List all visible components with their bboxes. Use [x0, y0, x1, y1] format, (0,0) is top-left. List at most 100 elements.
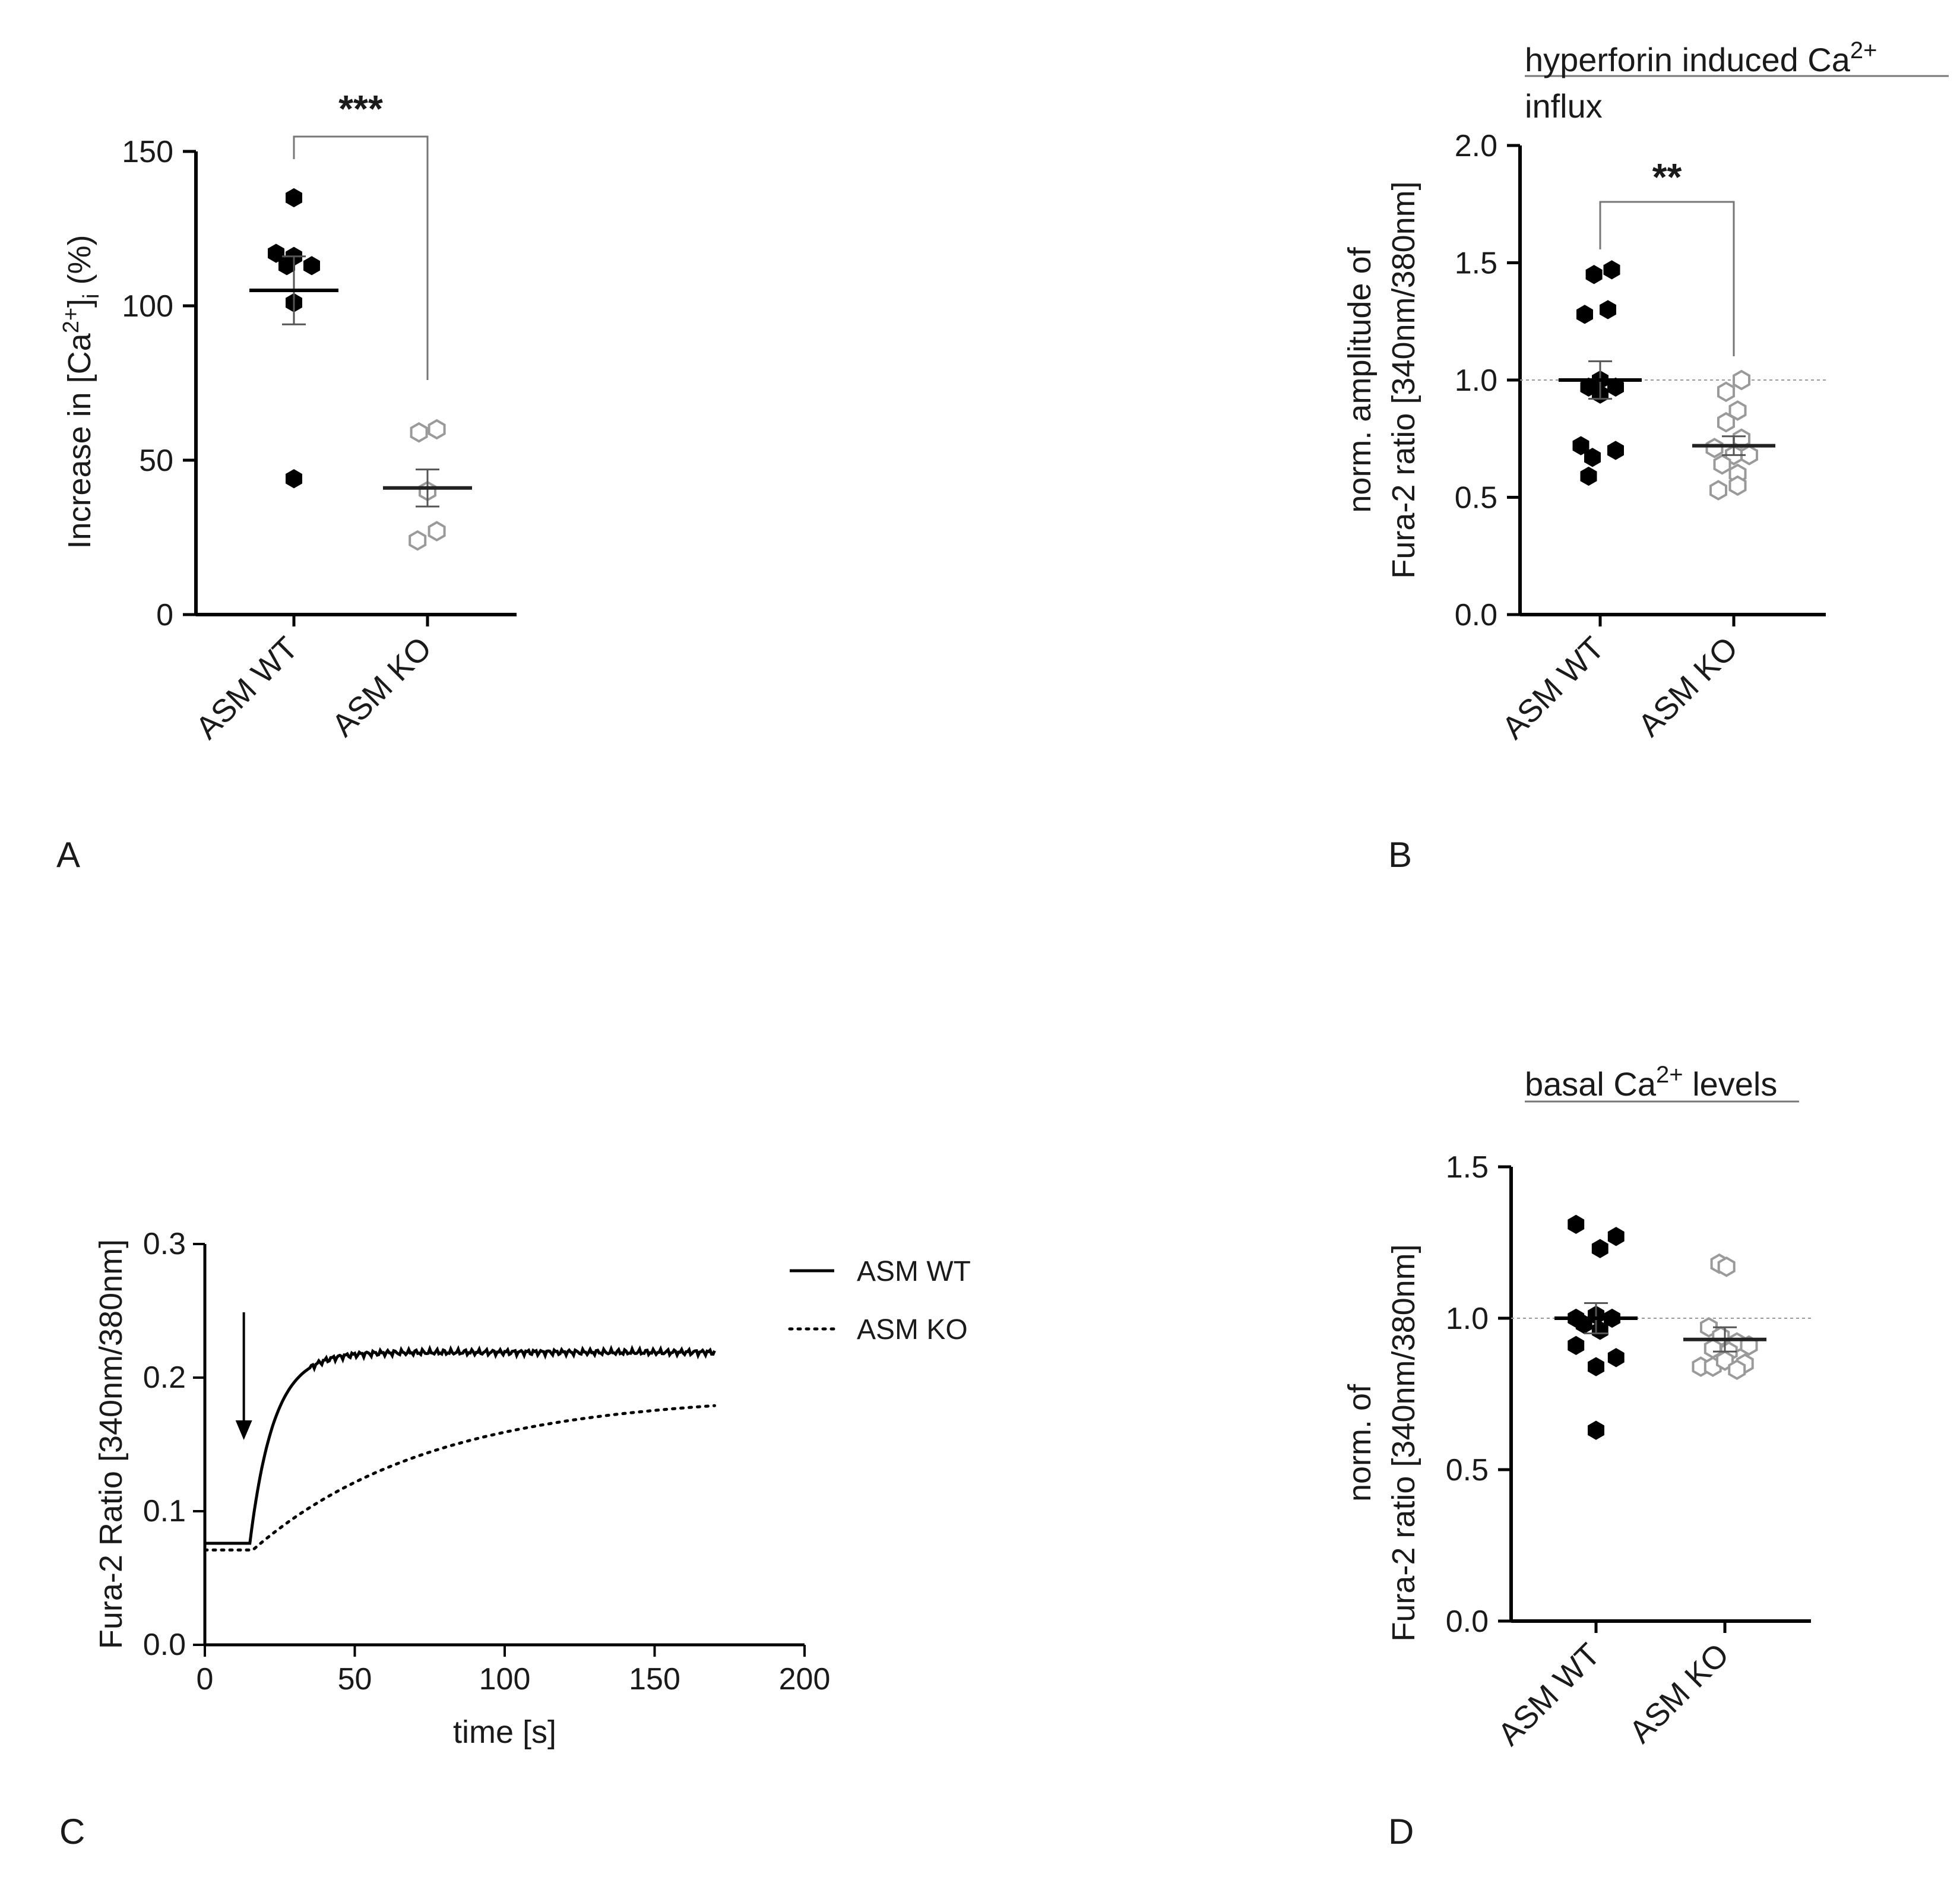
- data-point-open: [1717, 1256, 1736, 1277]
- arrow-head: [235, 1420, 252, 1440]
- panel-b-significance: **: [1599, 156, 1735, 356]
- category-label: ASM WT: [189, 630, 305, 746]
- data-point-open: [428, 419, 446, 440]
- legend-label-asm-wt: ASM WT: [857, 1256, 971, 1287]
- significance-label: **: [1652, 156, 1682, 198]
- category-label: ASM KO: [325, 630, 439, 743]
- panel-a-y-ticks: 0 50 100 150: [122, 135, 196, 632]
- y-tick-label: 1.5: [1455, 246, 1497, 281]
- y-tick-label: 50: [139, 444, 173, 478]
- data-point-filled: [1588, 1357, 1604, 1376]
- data-point-filled: [303, 256, 320, 276]
- data-point-filled: [286, 188, 302, 208]
- data-point-open: [1733, 428, 1750, 450]
- y-tick-label: 0.0: [143, 1628, 186, 1662]
- panel-a-y-axis-label: Increase in [Ca2+]i (%): [59, 235, 104, 549]
- y-tick-label: 1.0: [1446, 1302, 1489, 1336]
- panel-a-category-labels: ASM WT ASM KO: [189, 615, 438, 746]
- data-point-filled: [1591, 1321, 1608, 1340]
- panel-c-x-axis-label: time [s]: [453, 1714, 556, 1750]
- panel-a: 0 50 100 150 ASM WT ASM KO *** Increase in […: [56, 87, 517, 875]
- significance-bracket: [1599, 201, 1735, 356]
- y-tick-label: 1.0: [1455, 363, 1497, 398]
- panel-b-y-axis-label-line2: Fura-2 ratio [340nm/380nm]: [1386, 181, 1421, 578]
- x-tick-label: 100: [479, 1662, 531, 1696]
- data-point-filled: [1607, 441, 1624, 460]
- panel-b-data-points: [1572, 260, 1758, 501]
- data-point-open: [1728, 400, 1747, 421]
- data-point-filled: [268, 243, 284, 263]
- panel-d-title: basal Ca2+ levels: [1525, 1062, 1777, 1103]
- data-point-filled: [1576, 305, 1593, 324]
- data-point-filled: [1584, 448, 1601, 467]
- category-label: ASM WT: [1495, 630, 1611, 746]
- data-point-filled: [1603, 260, 1620, 280]
- panel-d-data-points: [1568, 1214, 1758, 1440]
- panel-b-y-axis-label-line1: norm. amplitude of: [1342, 246, 1378, 512]
- panel-c-stimulus-arrow: [235, 1312, 252, 1440]
- y-tick-label: 0.3: [143, 1227, 186, 1261]
- panel-c-series-asm-wt: [205, 1344, 716, 1545]
- y-tick-label: 2.0: [1455, 129, 1497, 163]
- panel-d: basal Ca2+ levels 0.0 0.5 1.0 1.5 ASM WT ASM…: [1342, 1062, 1811, 1851]
- y-tick-label: 0.5: [1446, 1453, 1489, 1487]
- y-tick-label: 0.0: [1446, 1604, 1489, 1639]
- panel-letter-d: D: [1388, 1812, 1414, 1851]
- panel-c-series-asm-ko: [203, 1404, 716, 1552]
- panel-c: 0.0 0.1 0.2 0.3 0 50 100 150 200 Fura-2 Ratio […: [59, 1227, 971, 1851]
- y-tick-label: 100: [122, 289, 173, 324]
- panel-b-y-ticks: 0.0 0.5 1.0 1.5 2.0: [1455, 129, 1520, 632]
- data-point-filled: [1568, 1335, 1585, 1356]
- panel-c-y-ticks: 0.0 0.1 0.2 0.3: [143, 1227, 205, 1662]
- data-point-open: [1709, 480, 1727, 501]
- data-point-filled: [1591, 1239, 1608, 1258]
- y-tick-label: 0.1: [143, 1494, 186, 1528]
- data-point-filled: [1568, 1214, 1585, 1235]
- x-tick-label: 150: [629, 1662, 680, 1696]
- data-point-open: [1717, 412, 1735, 433]
- data-point-filled: [1607, 1348, 1625, 1368]
- x-tick-label: 50: [338, 1662, 372, 1696]
- significance-label: ***: [338, 87, 383, 130]
- panel-b-title-line1: hyperforin induced Ca2+: [1525, 37, 1877, 78]
- panel-a-significance: ***: [293, 87, 429, 380]
- panel-c-legend: ASM WT ASM KO: [788, 1256, 971, 1346]
- data-point-filled: [1572, 436, 1589, 455]
- y-tick-label: 0.5: [1455, 481, 1497, 515]
- data-point-filled: [1600, 300, 1616, 319]
- data-point-open: [428, 521, 446, 542]
- data-point-open: [1728, 475, 1747, 496]
- panel-d-y-ticks: 0.0 0.5 1.0 1.5: [1446, 1150, 1511, 1639]
- panel-a-mean-bars: [249, 255, 472, 508]
- x-tick-label: 200: [779, 1662, 831, 1696]
- data-point-filled: [1580, 466, 1597, 486]
- panel-b-category-labels: ASM WT ASM KO: [1495, 615, 1744, 746]
- data-point-open: [1740, 445, 1758, 466]
- data-point-open: [1728, 1359, 1746, 1381]
- panel-letter-c: C: [59, 1812, 85, 1851]
- panel-b-title-line2: influx: [1525, 87, 1603, 125]
- category-label: ASM KO: [1632, 630, 1745, 743]
- panel-c-y-axis-label: Fura-2 Ratio [340nm/380nm]: [93, 1239, 129, 1649]
- data-point-open: [409, 530, 427, 551]
- panel-d-mean-bars: [1554, 1302, 1766, 1353]
- y-tick-label: 1.5: [1446, 1150, 1489, 1185]
- panel-d-y-axis-label-line1: norm. of: [1342, 1384, 1378, 1502]
- data-point-open: [1713, 454, 1731, 475]
- panel-d-category-labels: ASM WT ASM KO: [1491, 1621, 1736, 1752]
- y-tick-label: 0.0: [1455, 598, 1497, 632]
- x-tick-label: 0: [197, 1662, 214, 1696]
- panel-b: hyperforin induced Ca2+ influx 0.0 0.5 1.0…: [1342, 37, 1949, 875]
- legend-label-asm-ko: ASM KO: [857, 1314, 968, 1346]
- data-point-filled: [278, 256, 295, 276]
- data-point-open: [1717, 381, 1735, 403]
- data-point-filled: [1607, 377, 1624, 397]
- data-point-filled: [1585, 265, 1603, 284]
- data-point-open: [1733, 369, 1750, 391]
- panel-letter-b: B: [1388, 835, 1412, 875]
- data-point-filled: [1588, 1420, 1604, 1440]
- category-label: ASM KO: [1623, 1637, 1736, 1750]
- data-point-filled: [1607, 1227, 1625, 1246]
- data-point-filled: [286, 469, 302, 489]
